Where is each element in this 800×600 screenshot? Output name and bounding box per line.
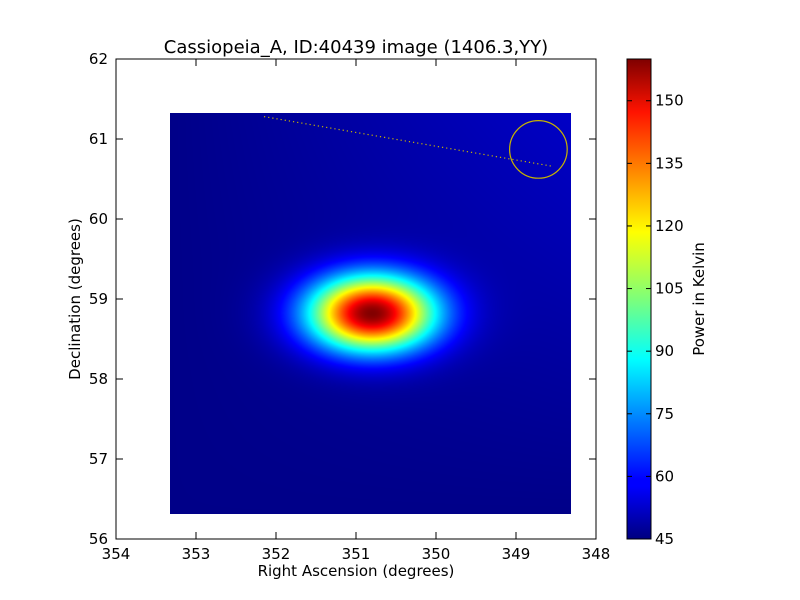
y-tick-label: 60 <box>89 210 108 228</box>
x-axis-label: Right Ascension (degrees) <box>258 562 455 580</box>
y-tick-label: 59 <box>89 290 108 308</box>
x-tick-label: 353 <box>182 545 211 563</box>
x-tick-label: 354 <box>102 545 131 563</box>
colorbar-tick-label: 90 <box>655 342 674 360</box>
x-tick-label: 352 <box>262 545 291 563</box>
colorbar-tick-label: 45 <box>655 530 674 548</box>
x-tick-label: 349 <box>502 545 531 563</box>
y-axis-label: Declination (degrees) <box>66 218 84 380</box>
colorbar-tick-label: 105 <box>655 280 684 298</box>
y-tick-label: 58 <box>89 370 108 388</box>
chart-title: Cassiopeia_A, ID:40439 image (1406.3,YY) <box>164 37 548 58</box>
y-tick-label: 62 <box>89 50 108 68</box>
y-tick-label: 57 <box>89 450 108 468</box>
colorbar-tick-label: 60 <box>655 467 674 485</box>
plot-area <box>115 58 597 540</box>
colorbar-tick-label: 135 <box>655 154 684 172</box>
x-axis: 354 353 352 351 350 349 348 <box>102 59 611 563</box>
y-tick-label: 56 <box>89 530 108 548</box>
colorbar-ticks: 45 60 75 90 105 120 135 150 <box>627 92 684 548</box>
colorbar-tick-label: 150 <box>655 92 684 110</box>
colorbar: 45 60 75 90 105 120 135 150 Power in Kelvin <box>626 58 708 548</box>
colorbar-gradient <box>626 58 652 540</box>
overlay-layer <box>263 116 568 179</box>
heatmap-image <box>170 113 571 514</box>
heatmap-raster <box>170 113 571 514</box>
colorbar-label: Power in Kelvin <box>690 242 708 356</box>
x-tick-label: 350 <box>422 545 451 563</box>
colorbar-tick-label: 75 <box>655 405 674 423</box>
x-tick-label: 351 <box>342 545 371 563</box>
y-tick-label: 61 <box>89 130 108 148</box>
x-tick-label: 348 <box>582 545 611 563</box>
beam-circle <box>509 119 568 179</box>
y-axis: 56 57 58 59 60 61 62 <box>89 50 596 548</box>
colorbar-tick-label: 120 <box>655 217 684 235</box>
